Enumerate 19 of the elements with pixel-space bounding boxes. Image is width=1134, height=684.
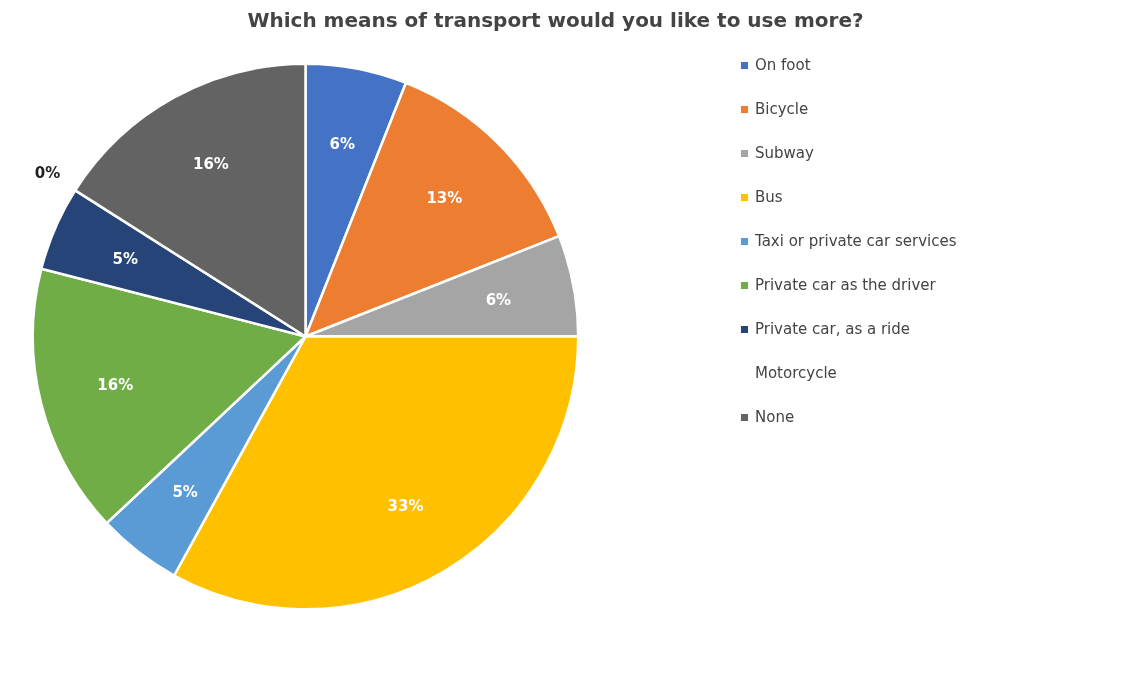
legend-label: Private car as the driver	[755, 276, 937, 294]
legend-label: Bicycle	[755, 100, 810, 118]
legend-label: None	[755, 408, 796, 426]
data-label: 6%	[485, 290, 512, 309]
data-label: 16%	[97, 376, 134, 395]
data-label: 5%	[112, 249, 139, 268]
data-label: 6%	[329, 134, 356, 153]
chart-title: Which means of transport would you like to use more?	[247, 7, 864, 32]
legend-label: Private car, as a ride	[755, 320, 912, 338]
category-label: Motorcycle	[755, 364, 837, 382]
data-label: 16%	[192, 155, 229, 174]
data-label: 33%	[387, 496, 424, 515]
text: 0%	[34, 163, 61, 182]
data-label: 13%	[426, 188, 463, 207]
legend-label: On foot	[755, 56, 812, 74]
legend-label: Taxi or private car services	[755, 232, 958, 250]
legend-label: Subway	[755, 144, 815, 162]
legend-label: Bus	[755, 188, 784, 206]
data-label: 5%	[172, 482, 198, 501]
